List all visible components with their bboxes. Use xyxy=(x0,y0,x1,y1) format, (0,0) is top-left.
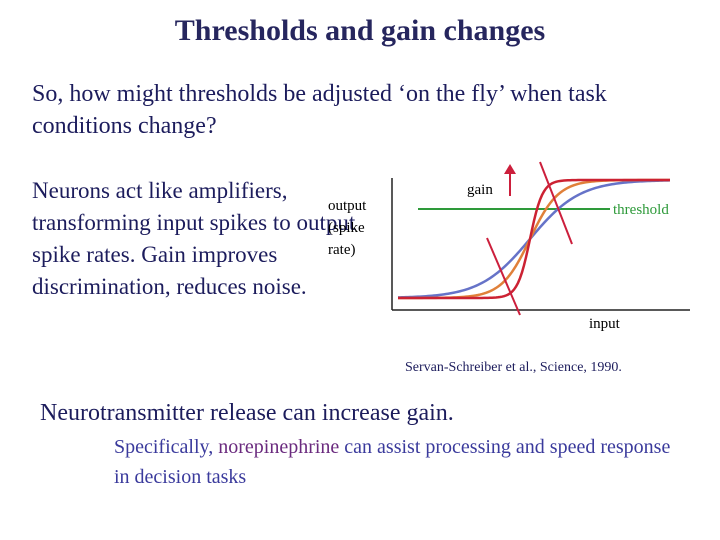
specifically-suffix: can assist processing and speed response… xyxy=(114,436,671,488)
x-axis-label: input xyxy=(589,316,621,332)
neurotransmitter-statement: Neurotransmitter release can increase ga… xyxy=(40,400,454,426)
sigmoid-gain-diagram: output (spike rate) gain threshold input xyxy=(328,161,690,332)
curve-high-gain xyxy=(398,178,670,300)
y-axis-label-line: rate) xyxy=(328,242,355,258)
curve-mid-gain xyxy=(398,178,670,300)
gain-indicator-line xyxy=(486,237,521,316)
threshold-label: threshold xyxy=(613,202,669,218)
gain-indicator-line xyxy=(539,161,573,245)
y-axis-label-line: (spike xyxy=(328,220,365,236)
question-text: So, how might thresholds be adjusted ‘on… xyxy=(32,81,607,139)
neurons-explanation: Neurons act like amplifiers, transformin… xyxy=(32,178,356,299)
gain-label: gain xyxy=(467,182,493,198)
specifically-text: Specifically, norepinephrine can assist … xyxy=(114,432,674,492)
curve-low-gain xyxy=(397,179,671,299)
gain-arrow-head xyxy=(504,164,516,174)
y-axis-label-line: output xyxy=(328,198,367,214)
specifically-prefix: Specifically, xyxy=(114,436,219,458)
norepinephrine-highlight: norepinephrine xyxy=(218,436,340,458)
citation: Servan-Schreiber et al., Science, 1990. xyxy=(405,360,622,375)
slide-title: Thresholds and gain changes xyxy=(174,14,546,47)
